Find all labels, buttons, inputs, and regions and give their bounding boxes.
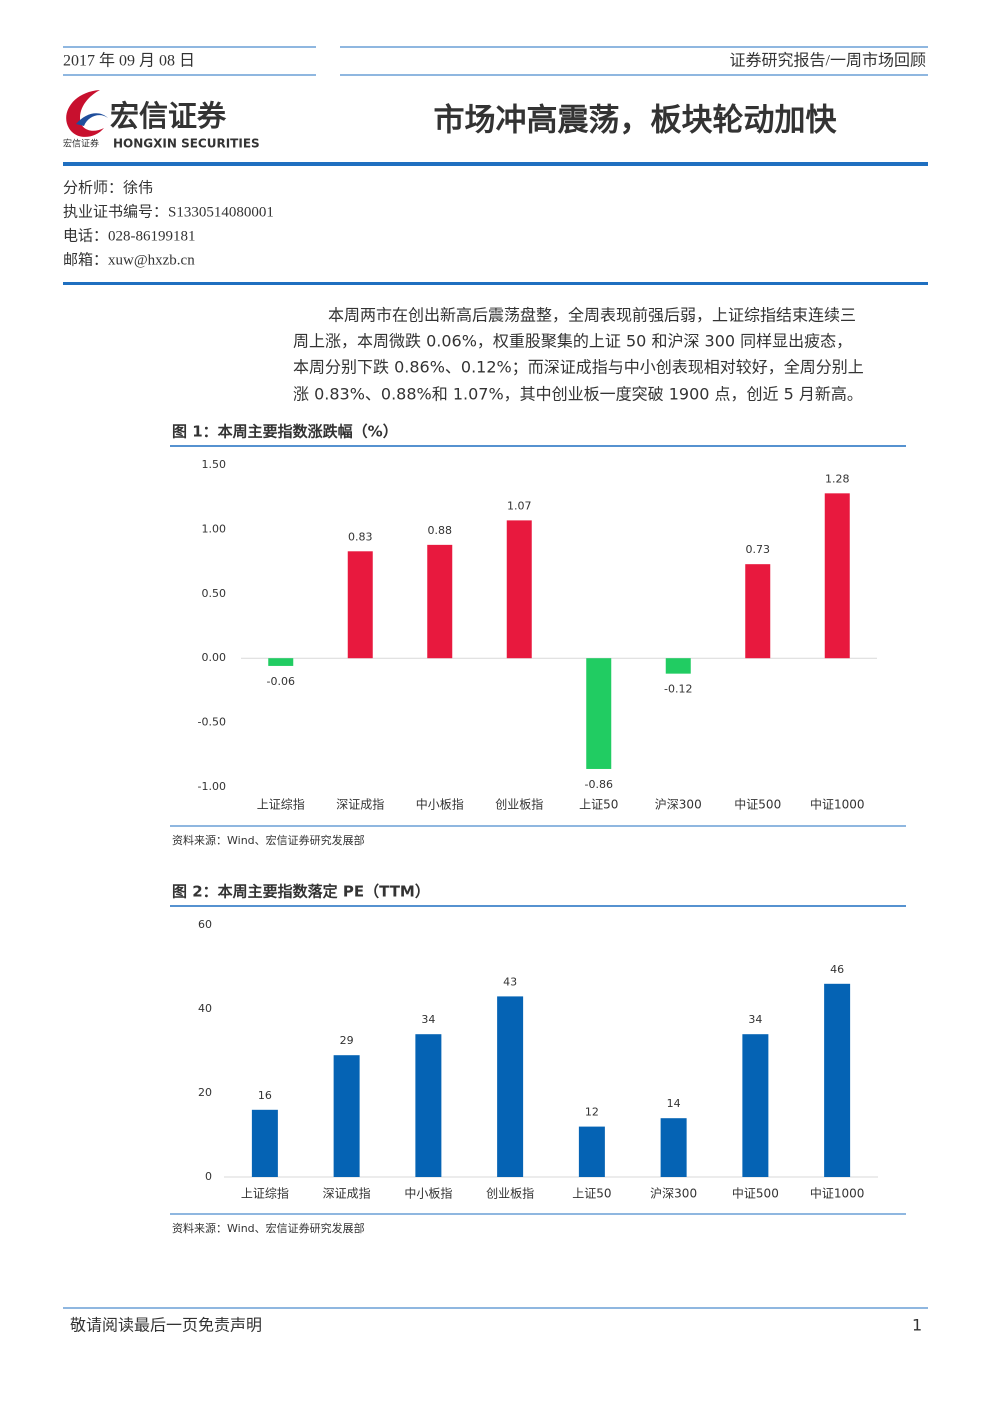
source-note: 资料来源：Wind、宏信证券研究发展部: [172, 1221, 365, 1235]
bar: [497, 996, 524, 1177]
y-tick-label: 20: [198, 1086, 212, 1099]
y-tick-label: 40: [198, 1002, 212, 1015]
bar: [333, 1055, 360, 1177]
x-tick-label: 上证综指: [241, 1186, 289, 1201]
bar: [415, 1034, 442, 1177]
bar: [586, 658, 612, 769]
analyst-line: 执业证书编号：S1330514080001: [63, 203, 274, 220]
y-tick-label: 0: [205, 1170, 212, 1183]
data-label: 43: [503, 975, 517, 988]
y-tick-label: -0.50: [198, 716, 226, 729]
x-tick-label: 中证1000: [810, 1186, 865, 1201]
bar: [824, 493, 850, 659]
logo-small: 宏信证券: [63, 138, 99, 150]
logo: 宏信证券 HONGXIN SECURITIES 宏信证券: [63, 90, 260, 151]
bar: [665, 658, 691, 674]
paragraph-line: 涨 0.83%、0.88%和 1.07%，其中创业板一度突破 1900 点，创近…: [293, 385, 863, 404]
bar: [347, 551, 373, 659]
data-label: 46: [830, 963, 844, 976]
y-tick-label: 1.00: [202, 522, 227, 535]
info-rule: [63, 282, 928, 285]
x-tick-label: 沪深300: [655, 798, 702, 812]
data-label: 0.88: [428, 524, 453, 537]
bar: [824, 983, 851, 1177]
logo-name: 宏信证券: [110, 99, 227, 133]
x-tick-label: 深证成指: [336, 797, 384, 812]
x-tick-label: 创业板指: [486, 1186, 534, 1201]
data-label: 29: [340, 1034, 354, 1047]
y-tick-label: 0.00: [202, 651, 227, 664]
x-tick-label: 深证成指: [323, 1186, 371, 1201]
x-tick-label: 上证综指: [257, 797, 305, 812]
bar: [251, 1109, 278, 1177]
data-label: -0.86: [585, 778, 613, 791]
bar: [268, 658, 294, 666]
data-label: 0.73: [746, 543, 771, 556]
chart-title: 图 1：本周主要指数涨跌幅（%）: [172, 423, 398, 441]
data-label: -0.06: [267, 675, 295, 688]
x-tick-label: 中小板指: [404, 1186, 452, 1201]
bar: [427, 544, 453, 659]
y-tick-label: 1.50: [202, 458, 227, 471]
logo-swirl: [66, 90, 104, 137]
data-label: 1.28: [825, 472, 850, 485]
x-tick-label: 沪深300: [650, 1187, 697, 1201]
data-label: 12: [585, 1106, 599, 1119]
data-label: 34: [748, 1013, 762, 1026]
report-type: 证券研究报告/一周市场回顾: [730, 52, 926, 70]
y-tick-label: 0.50: [202, 587, 227, 600]
data-label: -0.12: [664, 683, 692, 696]
y-tick-label: 60: [198, 918, 212, 931]
bar: [742, 1034, 769, 1177]
bar: [506, 520, 532, 659]
paragraph-line: 周上涨，本周微跌 0.06%，权重股聚集的上证 50 和沪深 300 同样显出疲…: [293, 332, 852, 351]
source-note: 资料来源：Wind、宏信证券研究发展部: [172, 833, 365, 847]
y-tick-label: -1.00: [198, 780, 226, 793]
x-tick-label: 中证500: [732, 1186, 779, 1201]
logo-swirl: [76, 113, 108, 126]
x-tick-label: 创业板指: [495, 797, 543, 812]
bar: [578, 1126, 605, 1177]
chart-title: 图 2：本周主要指数落定 PE（TTM）: [172, 883, 430, 901]
data-label: 0.83: [348, 530, 373, 543]
analyst-line: 邮箱：xuw@hxzb.cn: [63, 251, 195, 268]
data-label: 34: [421, 1013, 435, 1026]
paragraph-line: 本周两市在创出新高后震荡盘整，全周表现前强后弱，上证综指结束连续三: [328, 306, 856, 325]
report-title: 市场冲高震荡，板块轮动加快: [434, 103, 838, 139]
data-label: 16: [258, 1089, 272, 1102]
data-label: 14: [667, 1097, 681, 1110]
logo-english: HONGXIN SECURITIES: [113, 137, 260, 151]
data-label: 1.07: [507, 499, 532, 512]
title-rule: [63, 162, 928, 166]
x-tick-label: 上证50: [572, 1187, 611, 1201]
x-tick-label: 上证50: [579, 798, 618, 812]
analyst-line: 分析师：徐伟: [63, 179, 153, 197]
analyst-line: 电话：028-86199181: [63, 227, 196, 244]
bar: [745, 564, 771, 659]
date: 2017 年 09 月 08 日: [63, 52, 195, 70]
bar: [660, 1118, 687, 1177]
page-number: 1: [912, 1316, 922, 1335]
disclaimer: 敬请阅读最后一页免责声明: [70, 1316, 262, 1335]
x-tick-label: 中证1000: [810, 797, 865, 812]
paragraph-line: 本周分别下跌 0.86%、0.12%；而深证成指与中小创表现相对较好，全周分别上: [293, 358, 864, 377]
x-tick-label: 中小板指: [416, 797, 464, 812]
x-tick-label: 中证500: [734, 797, 781, 812]
